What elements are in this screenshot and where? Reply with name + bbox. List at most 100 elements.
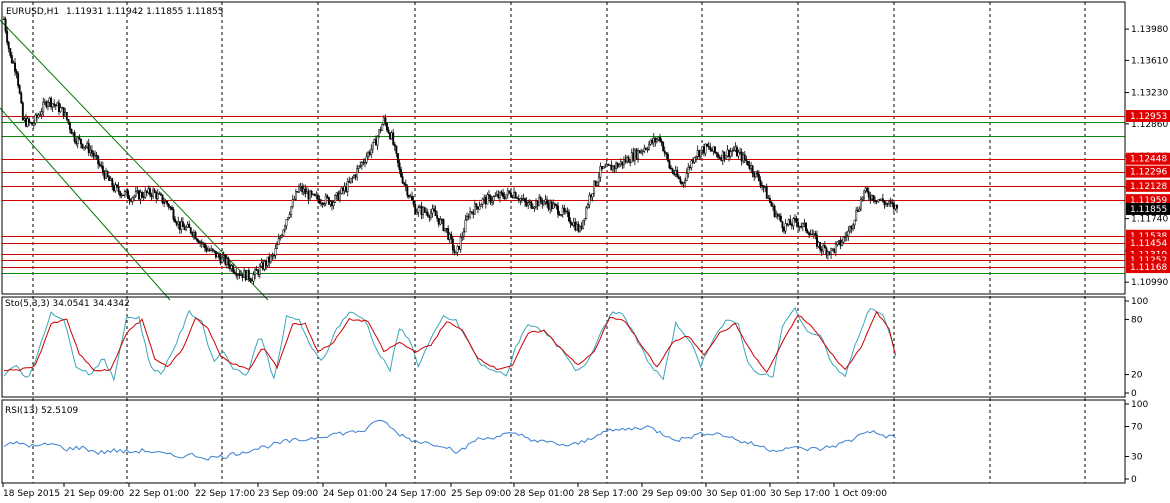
panel-frames [1, 1, 1126, 484]
candle-body [147, 188, 150, 193]
candle-body [114, 184, 117, 192]
candle-body [886, 203, 889, 205]
candle-body [894, 204, 897, 210]
candle-body [764, 186, 767, 189]
candle-body [850, 225, 853, 230]
candle-body [203, 243, 206, 249]
candle-body [379, 129, 382, 131]
candle-body [475, 203, 478, 208]
price-tick-label: 1.13610 [1131, 56, 1168, 66]
candle-body [288, 214, 291, 218]
candle-body [461, 236, 464, 238]
candle-body [520, 198, 523, 200]
candle-body [728, 149, 731, 157]
candle-body [89, 149, 92, 153]
candle-body [836, 241, 839, 245]
candle-body [569, 220, 572, 224]
candle-body [896, 204, 898, 209]
candle-body [648, 143, 650, 150]
candle-body [488, 194, 490, 196]
candle-body [334, 195, 337, 203]
candle-body [21, 102, 24, 121]
candle-body [417, 207, 420, 213]
price-tag-label: 1.12296 [1130, 168, 1167, 178]
candle-body [819, 242, 822, 250]
candle-body [367, 152, 370, 158]
candle-body [368, 152, 371, 155]
candle-body [222, 255, 225, 258]
candle-body [761, 185, 763, 187]
candle-body [582, 220, 585, 229]
candle-body [740, 151, 743, 162]
candle-body [684, 180, 687, 183]
candle-body [51, 103, 54, 108]
candle-body [207, 249, 209, 252]
candle-body [92, 152, 95, 157]
candle-body [269, 255, 272, 263]
candle-body [360, 161, 363, 166]
candle-body [43, 101, 46, 103]
candle-body [742, 154, 745, 162]
candle-body [773, 205, 776, 217]
rsi-tick-label: 0 [1131, 475, 1137, 485]
candle-body [577, 223, 580, 232]
candle-body [180, 221, 183, 230]
candle-body [127, 190, 129, 199]
candle-body [696, 150, 699, 157]
candle-body [247, 270, 250, 280]
candle-body [508, 190, 511, 194]
candle-body [451, 238, 454, 251]
candle-body [431, 208, 434, 214]
candle-body [751, 165, 754, 174]
candle-body [263, 261, 266, 270]
candle-body [591, 193, 594, 198]
candle-body [861, 197, 864, 200]
candle-body [484, 197, 487, 205]
candle-body [775, 214, 778, 217]
candle-body [375, 139, 377, 146]
candle-body [378, 129, 381, 137]
candle-body [555, 204, 558, 207]
candle-body [156, 193, 159, 199]
candle-body [185, 226, 188, 231]
candle-body [392, 132, 395, 145]
candle-body [841, 241, 844, 246]
candle-body [90, 149, 93, 154]
candle-body [340, 187, 343, 194]
candle-body [28, 118, 31, 123]
price-tag [1126, 110, 1170, 123]
candle-body [29, 122, 32, 124]
time-tick-label: 30 Sep 01:00 [706, 489, 766, 499]
candle-body [662, 141, 665, 152]
candle-body [550, 201, 553, 209]
candle-body [666, 154, 669, 161]
candle-body [119, 191, 122, 197]
candle-body [673, 172, 676, 175]
candle-body [809, 233, 812, 236]
candle-body [130, 200, 133, 202]
candle-body [709, 146, 712, 151]
candle-body [444, 228, 446, 231]
candle-body [406, 186, 409, 196]
price-tag [1126, 165, 1170, 178]
candle-body [528, 201, 531, 203]
candle-body [750, 165, 752, 169]
candle-body [605, 164, 608, 168]
candle-body [883, 201, 886, 205]
candle-body [546, 199, 548, 204]
candle-body [332, 202, 335, 206]
candle-body [687, 166, 690, 174]
time-tick-label: 30 Sep 17:00 [770, 489, 830, 499]
candle-body [615, 163, 618, 169]
candle-body [513, 191, 516, 198]
candle-body [668, 160, 671, 169]
candle-body [622, 159, 625, 166]
candle-body [646, 148, 649, 151]
candle-body [175, 222, 178, 225]
candle-body [847, 230, 850, 237]
price-tick-label: 1.13230 [1131, 89, 1168, 99]
candle-body [825, 247, 828, 256]
candle-body [477, 206, 479, 210]
candle-body [14, 62, 16, 72]
candle-body [867, 191, 870, 198]
